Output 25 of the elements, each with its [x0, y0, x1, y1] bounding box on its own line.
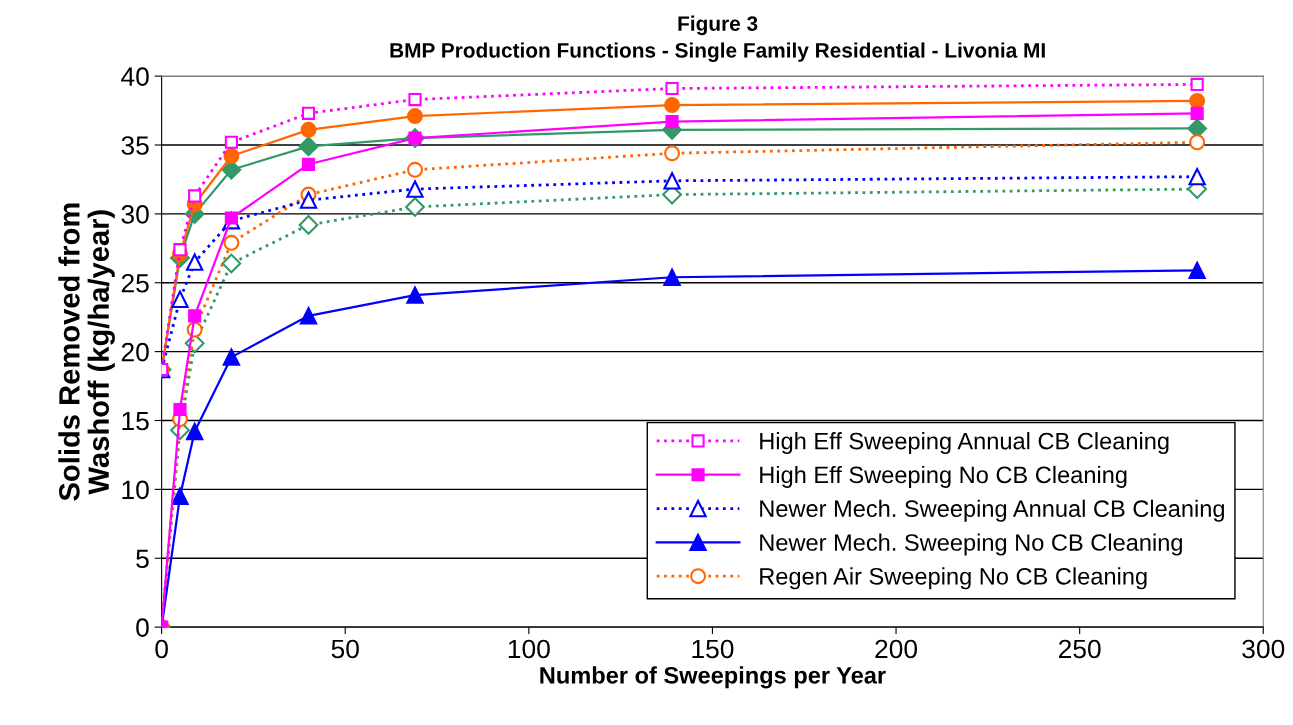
- y-tick-label: 20: [121, 342, 149, 362]
- legend-label: High Eff Sweeping No CB Cleaning: [760, 465, 1127, 488]
- x-tick-label: 250: [1058, 639, 1101, 659]
- y-tick-label: 15: [122, 411, 149, 431]
- y-tick-label: 0: [136, 618, 149, 637]
- legend-label: Regen Air Sweeping No CB Cleaning: [760, 567, 1147, 590]
- x-tick-label: 300: [1242, 639, 1285, 659]
- x-tick-label: 50: [331, 639, 359, 659]
- legend-label: Newer Mech. Sweeping Annual CB Cleaning: [760, 499, 1224, 522]
- y-axis-title: Solids Removed from Washoff (kg/ha/year): [58, 203, 115, 501]
- legend-label: Newer Mech. Sweeping No CB Cleaning: [760, 533, 1182, 556]
- x-tick-label: 150: [692, 639, 734, 659]
- y-tick-label: 10: [122, 480, 149, 500]
- legend-label: High Eff Sweeping Annual CB Cleaning: [760, 432, 1169, 455]
- x-tick-label: 100: [508, 639, 550, 659]
- y-tick-label: 5: [136, 549, 149, 569]
- x-tick-label: 0: [155, 639, 168, 659]
- chart-subtitle: BMP Production Functions - Single Family Residential - Livonia MI: [390, 42, 1045, 62]
- x-axis-title: Number of Sweepings per Year: [540, 666, 886, 689]
- chart-title: Figure 3: [678, 15, 758, 36]
- y-tick-label: 35: [121, 136, 149, 155]
- x-tick-label: 200: [875, 639, 918, 659]
- y-tick-label: 40: [121, 67, 149, 86]
- y-tick-label: 25: [121, 273, 149, 293]
- y-tick-label: 30: [121, 205, 149, 224]
